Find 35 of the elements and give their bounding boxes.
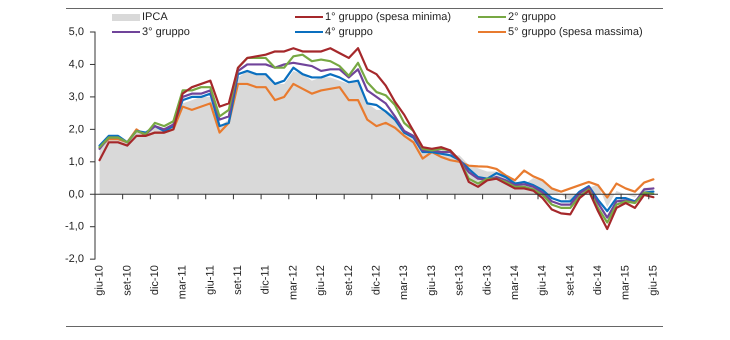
x-tick-label: set-13 xyxy=(454,265,466,296)
x-tick-label: mar-11 xyxy=(176,265,189,300)
x-tick-label: mar-12 xyxy=(287,265,300,300)
y-tick-label: -1,0 xyxy=(64,220,84,233)
legend-label: 4° gruppo xyxy=(325,26,373,38)
legend-label: 1° gruppo (spesa minima) xyxy=(325,11,452,23)
x-tick-label: giu-15 xyxy=(647,265,660,296)
y-tick-label: 2,0 xyxy=(68,123,84,136)
y-tick-label: 0,0 xyxy=(68,188,84,200)
x-tick-label: giu-11 xyxy=(204,265,216,295)
x-tick-label: mar-15 xyxy=(620,265,632,300)
legend-label: 5° gruppo (spesa massima) xyxy=(508,26,643,38)
legend-label: 3° gruppo xyxy=(142,26,190,38)
legend-label: 2° gruppo xyxy=(508,11,556,23)
x-tick-label: set-14 xyxy=(564,265,576,296)
x-tick-label: set-10 xyxy=(121,265,134,296)
x-tick-label: giu-12 xyxy=(315,265,328,296)
x-tick-label: mar-13 xyxy=(398,265,410,300)
y-tick-label: 3,0 xyxy=(68,90,84,103)
x-tick-label: giu-14 xyxy=(536,265,549,296)
x-tick-label: dic-14 xyxy=(592,265,604,296)
y-tick-label: -2,0 xyxy=(64,253,84,266)
x-tick-label: giu-10 xyxy=(94,265,106,296)
y-tick-label: 5,0 xyxy=(68,26,84,38)
x-tick-label: mar-14 xyxy=(508,265,521,300)
y-tick-label: 1,0 xyxy=(68,156,84,168)
x-tick-label: dic-12 xyxy=(370,265,383,296)
x-tick-label: set-12 xyxy=(342,265,355,296)
x-tick-label: giu-13 xyxy=(426,265,438,296)
x-tick-label: set-11 xyxy=(232,265,244,295)
y-tick-label: 4,0 xyxy=(68,58,84,70)
legend-label: IPCA xyxy=(142,11,168,23)
x-tick-label: dic-13 xyxy=(481,265,494,296)
x-tick-label: dic-10 xyxy=(148,265,161,296)
x-tick-label: dic-11 xyxy=(260,265,272,294)
